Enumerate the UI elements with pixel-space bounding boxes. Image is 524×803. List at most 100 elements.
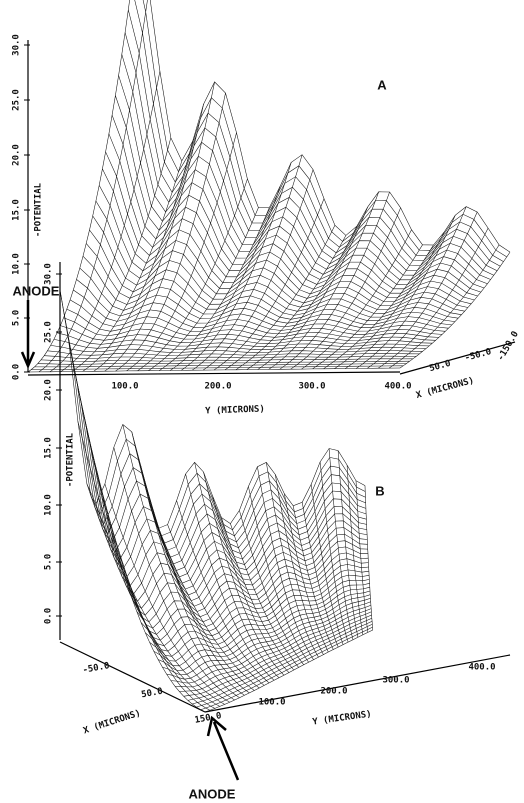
x-axis-label: X (MICRONS) (415, 376, 475, 401)
mesh-line (105, 151, 478, 297)
y-tick-label: 300.0 (382, 676, 409, 686)
z-axis-label: -POTENTIAL (34, 182, 44, 237)
y-tick-label: 300.0 (298, 382, 325, 392)
mesh-line (257, 206, 369, 370)
mesh-line (132, 569, 369, 641)
mesh-line (364, 485, 374, 631)
mesh-line (323, 244, 434, 370)
mesh-line (202, 169, 314, 371)
mesh-line (334, 231, 445, 369)
mesh-line (136, 574, 370, 647)
mesh-line (319, 461, 349, 643)
mesh-line (290, 207, 401, 370)
z-tick-label: 20.0 (12, 144, 22, 166)
mesh-line (346, 465, 364, 635)
mesh-line (356, 206, 467, 369)
mesh-line (108, 133, 481, 293)
mesh-line (268, 191, 379, 370)
mesh-line (124, 32, 498, 272)
mesh-line (149, 586, 370, 662)
z-tick-label: 10.0 (44, 494, 54, 516)
mesh-line (179, 611, 372, 692)
y-axis-label: Y (MICRONS) (205, 404, 265, 416)
y-axis (27, 371, 401, 376)
mesh-line (157, 594, 371, 671)
mesh-line (239, 510, 304, 665)
panel-label: B (375, 483, 384, 498)
y-tick-label: 100.0 (111, 382, 138, 392)
y-axis (204, 654, 511, 713)
y-tick-label: 200.0 (204, 382, 231, 392)
surface-meshes (27, 0, 511, 713)
mesh-line (102, 498, 368, 596)
mesh-line (64, 314, 366, 537)
mesh-line (235, 235, 347, 371)
y-tick-label: 100.0 (258, 698, 285, 708)
mesh-line (162, 598, 371, 676)
x-tick-label: 50.0 (141, 687, 164, 701)
z-tick-label: 30.0 (44, 263, 54, 285)
mesh-line (142, 0, 507, 258)
anode-arrow (20, 300, 36, 370)
x-tick-label: 50.0 (428, 359, 452, 374)
mesh-line (246, 226, 358, 370)
z-tick-label: 15.0 (12, 199, 22, 221)
mesh-line (345, 215, 456, 369)
x-tick-label: 150.0 (194, 711, 222, 726)
mesh-line (312, 244, 423, 370)
mesh-line (388, 244, 500, 369)
z-tick-label: 0.0 (44, 608, 54, 624)
mesh-line (200, 626, 373, 710)
mesh-line (257, 466, 314, 660)
mesh-line (68, 343, 211, 711)
mesh-line (69, 299, 443, 335)
mesh-line (140, 579, 370, 652)
y-tick-label: 400.0 (468, 663, 495, 673)
mesh-line (337, 450, 359, 638)
y-tick-label: 400.0 (384, 382, 411, 392)
x-tick-label: -50.0 (82, 661, 110, 676)
z-tick-label: 15.0 (44, 437, 54, 459)
mesh-line (355, 480, 369, 633)
mesh-line (367, 211, 478, 369)
x-axis-label: X (MICRONS) (82, 709, 142, 737)
mesh-line (301, 229, 412, 370)
mesh-line (399, 251, 511, 369)
mesh-line (266, 462, 319, 658)
mesh-line (89, 229, 462, 315)
mesh-line (95, 200, 468, 308)
mesh-line (275, 474, 324, 655)
z-tick-label: 10.0 (12, 253, 22, 275)
mesh-line (221, 517, 295, 671)
mesh-line (279, 191, 390, 370)
mesh-line (191, 154, 303, 371)
mesh-line (102, 168, 475, 301)
z-tick-label: 20.0 (44, 379, 54, 401)
mesh-line (204, 629, 373, 713)
mesh-line (212, 495, 290, 673)
z-tick-label: 25.0 (44, 321, 54, 343)
mesh-line (153, 590, 371, 667)
z-tick-label: 30.0 (12, 34, 22, 56)
mesh-line (149, 504, 255, 691)
anode-arrow (206, 715, 240, 781)
mesh-line (284, 493, 329, 653)
mesh-line (192, 620, 373, 705)
mesh-line (310, 484, 344, 645)
mesh-line (82, 256, 456, 322)
mesh-line (170, 604, 371, 684)
mesh-line (134, 0, 504, 262)
mesh-line (181, 162, 292, 371)
z-tick-label: 5.0 (12, 310, 22, 326)
annotation: ANODE (189, 786, 236, 801)
mesh-line (167, 524, 265, 686)
mesh-line (98, 185, 472, 305)
mesh-line (145, 583, 370, 657)
mesh-line (328, 448, 354, 640)
mesh-line (183, 614, 372, 697)
mesh-line (248, 486, 309, 663)
mesh-line (292, 505, 334, 650)
mesh-line (196, 623, 373, 708)
mesh-line (301, 502, 339, 648)
mesh-line (175, 608, 372, 688)
